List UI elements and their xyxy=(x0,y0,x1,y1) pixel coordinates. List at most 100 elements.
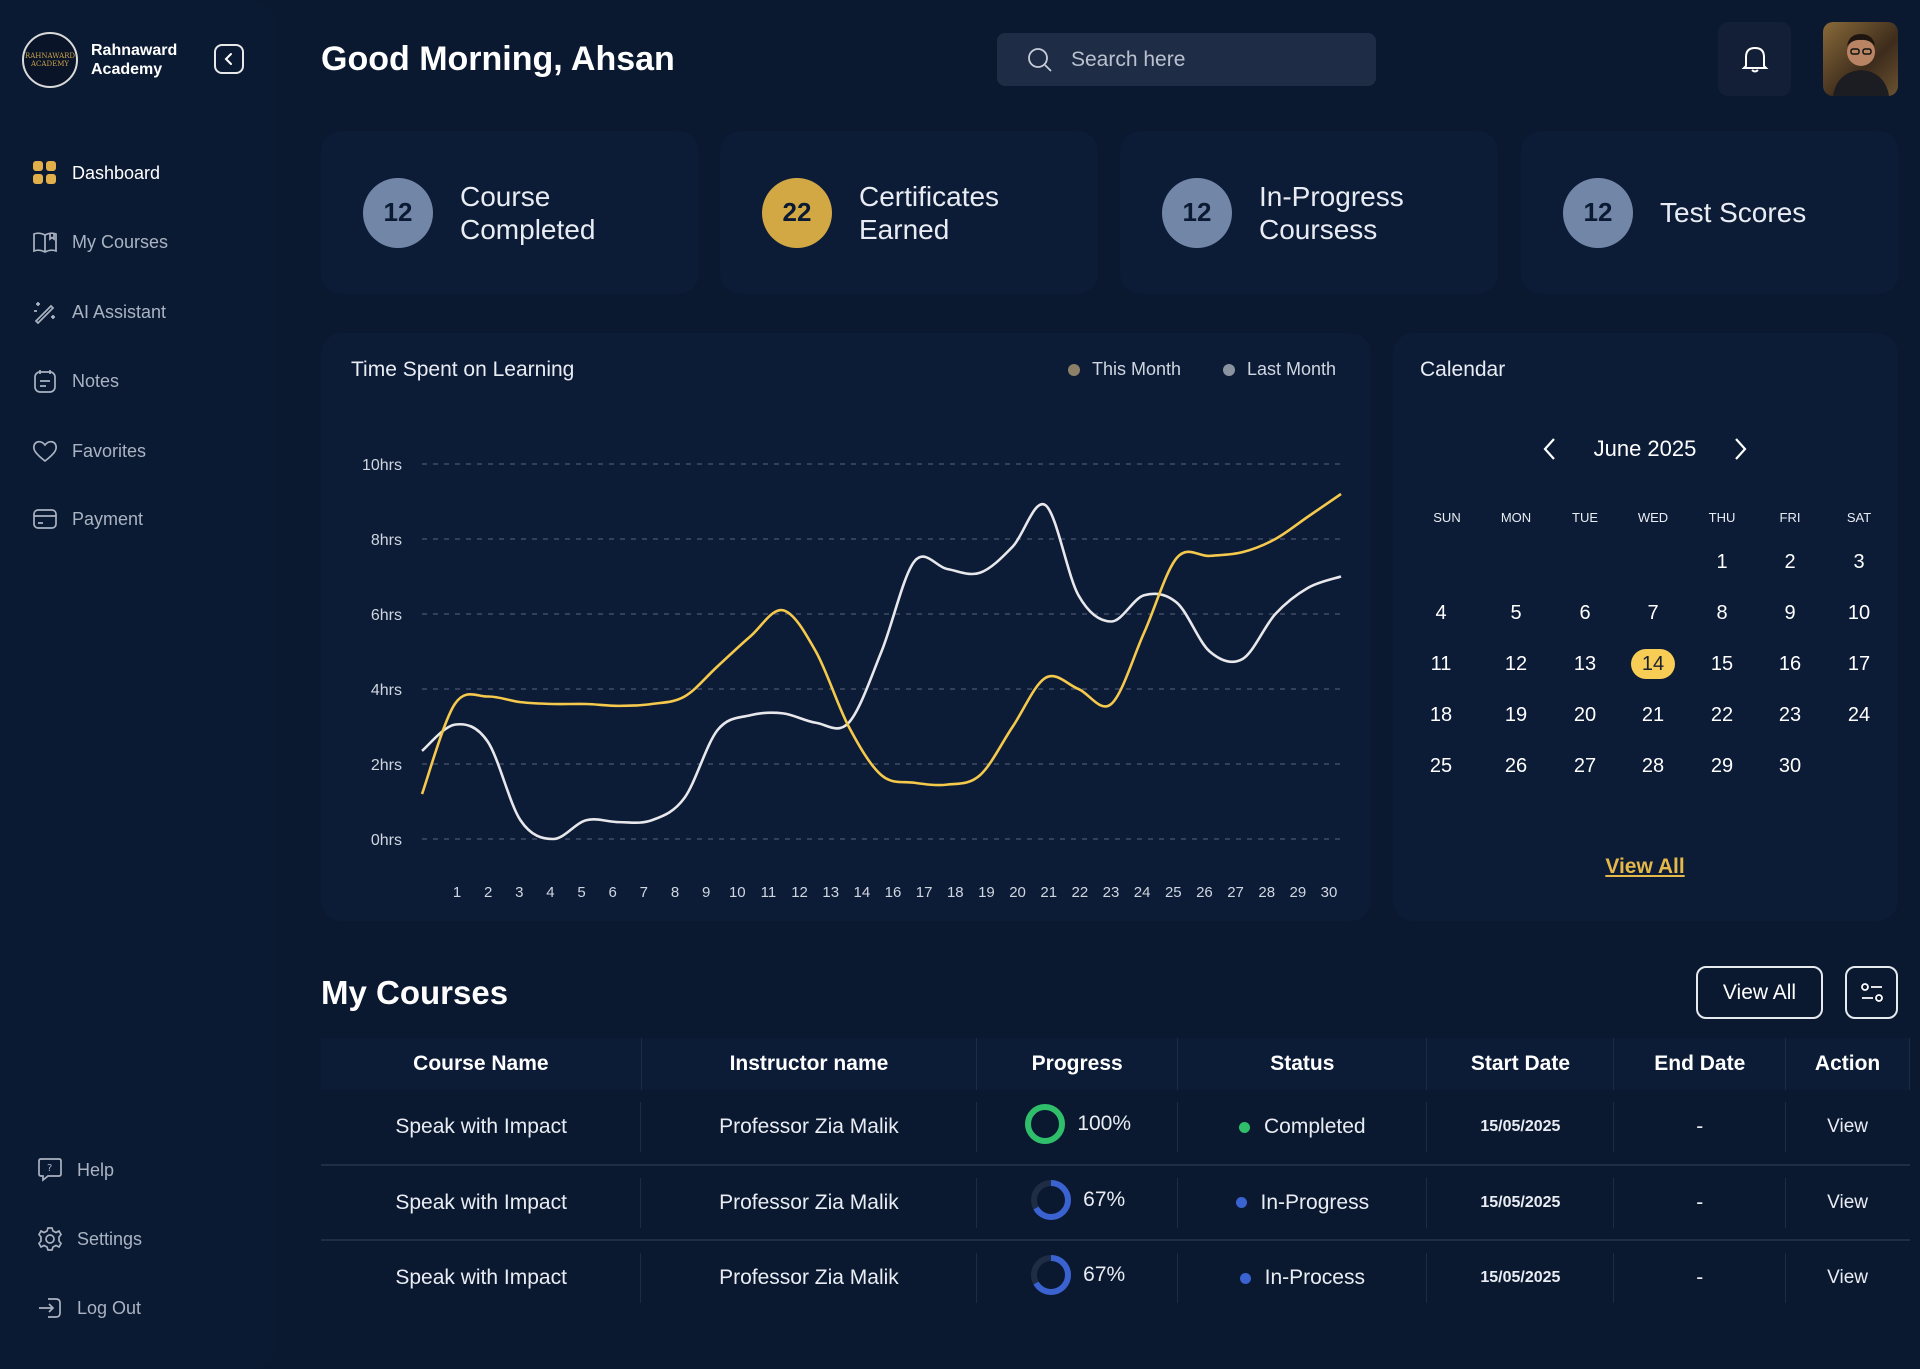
x-tick-label: 2 xyxy=(484,884,492,901)
x-tick-label: 13 xyxy=(822,884,839,901)
calendar-day[interactable]: 10 xyxy=(1847,602,1871,624)
user-avatar[interactable] xyxy=(1823,22,1898,96)
card-icon xyxy=(33,509,57,529)
column-header[interactable]: End Date xyxy=(1613,1038,1787,1090)
search-input[interactable] xyxy=(1071,47,1331,72)
status-dot xyxy=(1239,1272,1251,1284)
calendar-day[interactable]: 12 xyxy=(1504,653,1528,675)
calendar-day[interactable]: 21 xyxy=(1641,704,1665,726)
calendar-day[interactable]: 14 xyxy=(1631,649,1675,679)
calendar-day[interactable]: 11 xyxy=(1430,653,1452,675)
stat-card[interactable]: 12 In-Progress Coursess xyxy=(1120,131,1498,294)
x-tick-label: 9 xyxy=(702,884,710,901)
calendar-day[interactable]: 6 xyxy=(1579,602,1591,624)
sidebar-item-label: Notes xyxy=(72,370,120,391)
legend-this-month[interactable]: This Month xyxy=(1068,359,1181,380)
y-tick-label: 6hrs xyxy=(371,607,402,624)
view-action-link[interactable]: View xyxy=(1785,1165,1910,1241)
x-tick-label: 28 xyxy=(1258,884,1275,901)
calendar-day[interactable]: 22 xyxy=(1710,704,1734,726)
sidebar-item-notes[interactable]: Notes xyxy=(32,368,119,394)
column-header[interactable]: Instructor name xyxy=(641,1038,978,1090)
calendar-day[interactable]: 16 xyxy=(1778,653,1802,675)
calendar-day[interactable]: 23 xyxy=(1778,704,1802,726)
calendar-day[interactable]: 9 xyxy=(1784,602,1796,624)
progress-ring xyxy=(1025,1104,1066,1144)
calendar-day[interactable]: 4 xyxy=(1435,602,1447,624)
calendar-day[interactable]: 29 xyxy=(1710,755,1734,777)
calendar-day[interactable]: 7 xyxy=(1647,602,1659,624)
sidebar-item-my-courses[interactable]: My Courses xyxy=(32,229,168,255)
calendar-view-all-link[interactable]: View All xyxy=(1605,855,1685,878)
calendar-day[interactable]: 2 xyxy=(1784,551,1796,573)
search-icon xyxy=(1028,47,1052,72)
calendar-day[interactable]: 25 xyxy=(1429,755,1453,777)
status-dot xyxy=(1235,1197,1247,1209)
view-action-link[interactable]: View xyxy=(1785,1090,1910,1166)
calendar-day[interactable]: 13 xyxy=(1573,653,1597,675)
calendar-day[interactable]: 27 xyxy=(1573,755,1597,777)
sidebar-item-log-out[interactable]: Log Out xyxy=(37,1295,141,1321)
prev-month-button[interactable] xyxy=(1540,436,1560,462)
filter-button[interactable] xyxy=(1845,966,1898,1019)
sidebar-item-payment[interactable]: Payment xyxy=(32,506,143,532)
stat-card[interactable]: 12 Test Scores xyxy=(1521,131,1899,294)
sidebar-item-dashboard[interactable]: Dashboard xyxy=(32,160,160,186)
column-header[interactable]: Progress xyxy=(976,1038,1179,1090)
x-tick-label: 1 xyxy=(453,884,461,901)
column-header[interactable]: Start Date xyxy=(1426,1038,1615,1090)
sidebar-item-help[interactable]: ? Help xyxy=(37,1157,114,1183)
page-title: Good Morning, Ahsan xyxy=(321,40,675,78)
calendar-day[interactable]: 28 xyxy=(1641,755,1665,777)
calendar-day[interactable]: 30 xyxy=(1778,755,1802,777)
progress-arc xyxy=(1031,1179,1072,1220)
stat-value: 12 xyxy=(1162,177,1232,248)
courses-view-all-button[interactable]: View All xyxy=(1696,966,1823,1019)
legend-label: This Month xyxy=(1092,359,1182,379)
x-tick-label: 11 xyxy=(761,884,777,901)
chart-title: Time Spent on Learning xyxy=(351,358,575,381)
x-tick-label: 10 xyxy=(729,884,746,901)
calendar-day[interactable]: 3 xyxy=(1853,551,1865,573)
progress-cell: 67% xyxy=(976,1165,1178,1241)
start-date: 15/05/2025 xyxy=(1426,1090,1614,1166)
calendar-day[interactable]: 20 xyxy=(1573,704,1597,726)
calendar-day[interactable]: 8 xyxy=(1716,602,1728,624)
calendar-day[interactable]: 5 xyxy=(1510,602,1522,624)
calendar-day[interactable]: 1 xyxy=(1716,551,1728,573)
course-name: Speak with Impact xyxy=(321,1240,642,1315)
stat-card[interactable]: 12 Course Completed xyxy=(321,131,699,294)
calendar-day[interactable]: 24 xyxy=(1847,704,1871,726)
start-date: 15/05/2025 xyxy=(1426,1165,1614,1241)
my-courses-title: My Courses xyxy=(321,974,509,1011)
column-header[interactable]: Course Name xyxy=(321,1038,642,1090)
status-badge: In-Process xyxy=(1239,1266,1365,1290)
view-action-link[interactable]: View xyxy=(1827,1267,1868,1288)
sidebar-item-ai-assistant[interactable]: AI Assistant xyxy=(32,299,166,325)
calendar-day[interactable]: 19 xyxy=(1504,704,1528,726)
legend-dot xyxy=(1223,363,1235,376)
x-tick-label: 16 xyxy=(885,884,902,901)
x-tick-label: 18 xyxy=(947,884,964,901)
x-tick-label: 21 xyxy=(1040,884,1057,901)
notifications-button[interactable] xyxy=(1718,22,1791,96)
calendar-day[interactable]: 17 xyxy=(1847,653,1871,675)
notes-icon xyxy=(34,370,56,393)
calendar-day[interactable]: 15 xyxy=(1710,653,1734,675)
sidebar-item-favorites[interactable]: Favorites xyxy=(32,438,146,464)
column-header[interactable]: Action xyxy=(1785,1038,1910,1090)
x-tick-label: 5 xyxy=(577,884,585,901)
search-bar[interactable] xyxy=(997,33,1376,86)
legend-last-month[interactable]: Last Month xyxy=(1223,359,1336,380)
next-month-button[interactable] xyxy=(1730,436,1750,462)
column-header[interactable]: Status xyxy=(1177,1038,1428,1090)
course-name: Speak with Impact xyxy=(321,1090,642,1166)
stat-card[interactable]: 22 Certificates Earned xyxy=(720,131,1098,294)
end-date: - xyxy=(1613,1165,1786,1241)
calendar-day[interactable]: 26 xyxy=(1504,755,1528,777)
collapse-sidebar-button[interactable] xyxy=(214,44,244,74)
sidebar-item-label: My Courses xyxy=(72,231,169,252)
calendar-day[interactable]: 18 xyxy=(1429,704,1453,726)
sidebar-item-settings[interactable]: Settings xyxy=(37,1226,142,1252)
